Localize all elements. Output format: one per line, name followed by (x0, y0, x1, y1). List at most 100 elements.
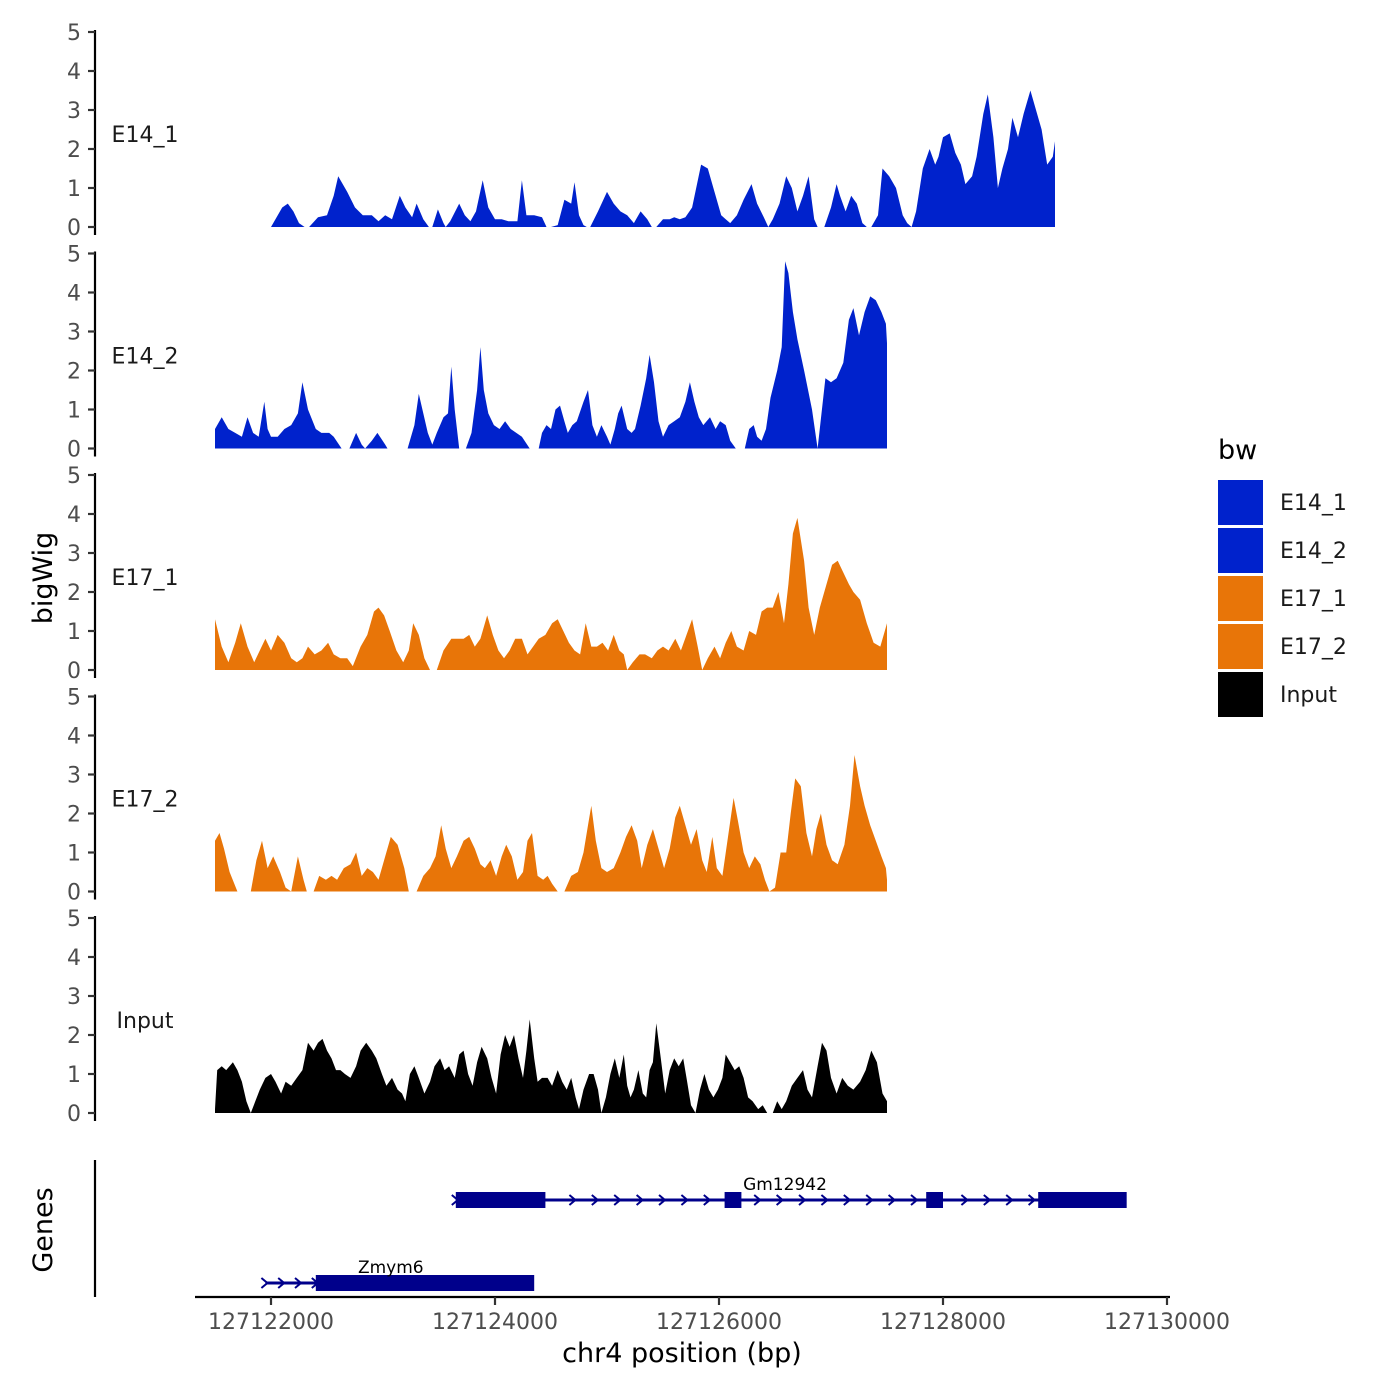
y-tick-label: 0 (67, 1102, 81, 1127)
legend-swatch-Input (1218, 672, 1263, 717)
y-tick-label: 4 (67, 725, 81, 750)
track-E17_2: 0 1 2 3 4 5 E17_2 (67, 686, 887, 906)
y-tick-label: 1 (67, 399, 81, 424)
track-label: Input (117, 1009, 174, 1034)
strand-arrow-icon (277, 1277, 286, 1289)
y-tick-label: 1 (67, 842, 81, 867)
legend-swatch-E17_1 (1218, 576, 1263, 621)
strand-arrow-icon (635, 1194, 645, 1206)
strand-arrow-icon (568, 1194, 577, 1206)
y-tick-label: 2 (67, 581, 81, 606)
gene-label: Zmym6 (358, 1258, 424, 1278)
y-tick-label: 5 (67, 21, 81, 46)
y-tick-label: 3 (67, 321, 81, 346)
strand-arrow-icon (843, 1194, 852, 1206)
genes-layer: Zmym6 Gm12942 (93, 1160, 1127, 1297)
x-axis-title: chr4 position (bp) (562, 1338, 802, 1369)
gene-exon (315, 1275, 535, 1291)
track-label: E14_2 (112, 345, 179, 370)
y-tick-label: 3 (67, 99, 81, 124)
y-tick-label: 2 (67, 1024, 81, 1049)
strand-arrow-icon (311, 1277, 320, 1289)
gene-exon (926, 1192, 943, 1208)
legend-title: bw (1218, 435, 1257, 466)
y-tick-label: 5 (67, 907, 81, 932)
y-tick-label: 3 (67, 542, 81, 567)
gene-exon (1038, 1192, 1127, 1208)
strand-arrow-icon (1027, 1194, 1037, 1206)
y-tick-label: 1 (67, 620, 81, 645)
strand-arrow-icon (960, 1194, 969, 1206)
strand-arrow-icon (775, 1194, 785, 1206)
gene-exon (455, 1192, 546, 1208)
track-Input: 0 1 2 3 4 5 Input (67, 907, 887, 1127)
legend-swatch-E14_2 (1218, 528, 1263, 573)
y-tick-label: 2 (67, 803, 81, 828)
series-area-E17_1 (215, 517, 887, 670)
x-tick-label: 127130000 (1104, 1310, 1230, 1335)
y-axis-title: bigWig (28, 532, 59, 625)
y-tick-label: 4 (67, 282, 81, 307)
strand-arrow-icon (887, 1194, 897, 1206)
y-tick-label: 0 (67, 438, 81, 463)
y-tick-label: 4 (67, 503, 81, 528)
y-tick-label: 4 (67, 946, 81, 971)
gene-label: Gm12942 (743, 1175, 827, 1195)
track-E14_2: 0 1 2 3 4 5 E14_2 (67, 243, 887, 463)
series-area-E17_2 (215, 755, 887, 892)
series-area-E14_1 (271, 90, 1055, 227)
y-tick-label: 1 (67, 177, 81, 202)
y-tick-label: 2 (67, 360, 81, 385)
strand-arrow-icon (591, 1194, 600, 1206)
strand-arrow-icon (753, 1194, 762, 1206)
y-tick-label: 4 (67, 60, 81, 85)
genes-axis-title: Genes (28, 1187, 59, 1272)
legend-label-E17_2: E17_2 (1280, 635, 1347, 660)
y-tick-label: 3 (67, 764, 81, 789)
series-area-Input (215, 1019, 887, 1113)
track-label: E17_2 (112, 788, 179, 813)
y-tick-label: 3 (67, 985, 81, 1010)
strand-arrow-icon (983, 1194, 992, 1206)
x-tick-label: 127128000 (880, 1310, 1006, 1335)
y-tick-label: 2 (67, 138, 81, 163)
track-E17_1: 0 1 2 3 4 5 E17_1 (67, 464, 887, 684)
y-tick-label: 5 (67, 686, 81, 711)
y-tick-label: 5 (67, 243, 81, 268)
gene-exon (724, 1192, 742, 1208)
strand-arrow-icon (260, 1277, 269, 1289)
strand-arrow-icon (294, 1277, 303, 1289)
y-tick-label: 5 (67, 464, 81, 489)
tracks-layer: 0 1 2 3 4 5 E14_1 0 1 2 3 4 5 E14_2 0 1 2 3 4 5 E17_1 0 1 2 3 4 5 E… (67, 21, 1055, 1127)
x-axis: 127122000 127124000 127126000 127128000 1271… (195, 1295, 1230, 1335)
gene-Gm12942: Gm12942 (451, 1175, 1127, 1208)
strand-arrow-icon (703, 1194, 712, 1206)
track-E14_1: 0 1 2 3 4 5 E14_1 (67, 21, 1055, 241)
y-tick-label: 1 (67, 1063, 81, 1088)
y-tick-label: 0 (67, 659, 81, 684)
strand-arrow-icon (865, 1194, 874, 1206)
strand-arrow-icon (798, 1194, 807, 1206)
legend-swatch-E14_1 (1218, 480, 1263, 525)
track-label: E14_1 (112, 123, 179, 148)
legend-label-E14_1: E14_1 (1280, 491, 1347, 516)
strand-arrow-icon (658, 1194, 667, 1206)
x-tick-label: 127122000 (208, 1310, 334, 1335)
strand-arrow-icon (680, 1194, 689, 1206)
legend: bw E14_1 E14_2 E17_1 E17_2 Input (1218, 435, 1347, 717)
x-tick-label: 127124000 (432, 1310, 558, 1335)
y-tick-label: 0 (67, 216, 81, 241)
legend-label-E14_2: E14_2 (1280, 539, 1347, 564)
gene-Zmym6: Zmym6 (260, 1258, 535, 1291)
legend-label-E17_1: E17_1 (1280, 587, 1347, 612)
strand-arrow-icon (1005, 1194, 1014, 1206)
strand-arrow-icon (820, 1194, 829, 1206)
legend-swatch-E17_2 (1218, 624, 1263, 669)
strand-arrow-icon (451, 1194, 460, 1206)
legend-label-Input: Input (1280, 683, 1337, 708)
track-label: E17_1 (112, 566, 179, 591)
series-area-E14_2 (215, 261, 887, 449)
strand-arrow-icon (910, 1194, 919, 1206)
x-tick-label: 127126000 (656, 1310, 782, 1335)
